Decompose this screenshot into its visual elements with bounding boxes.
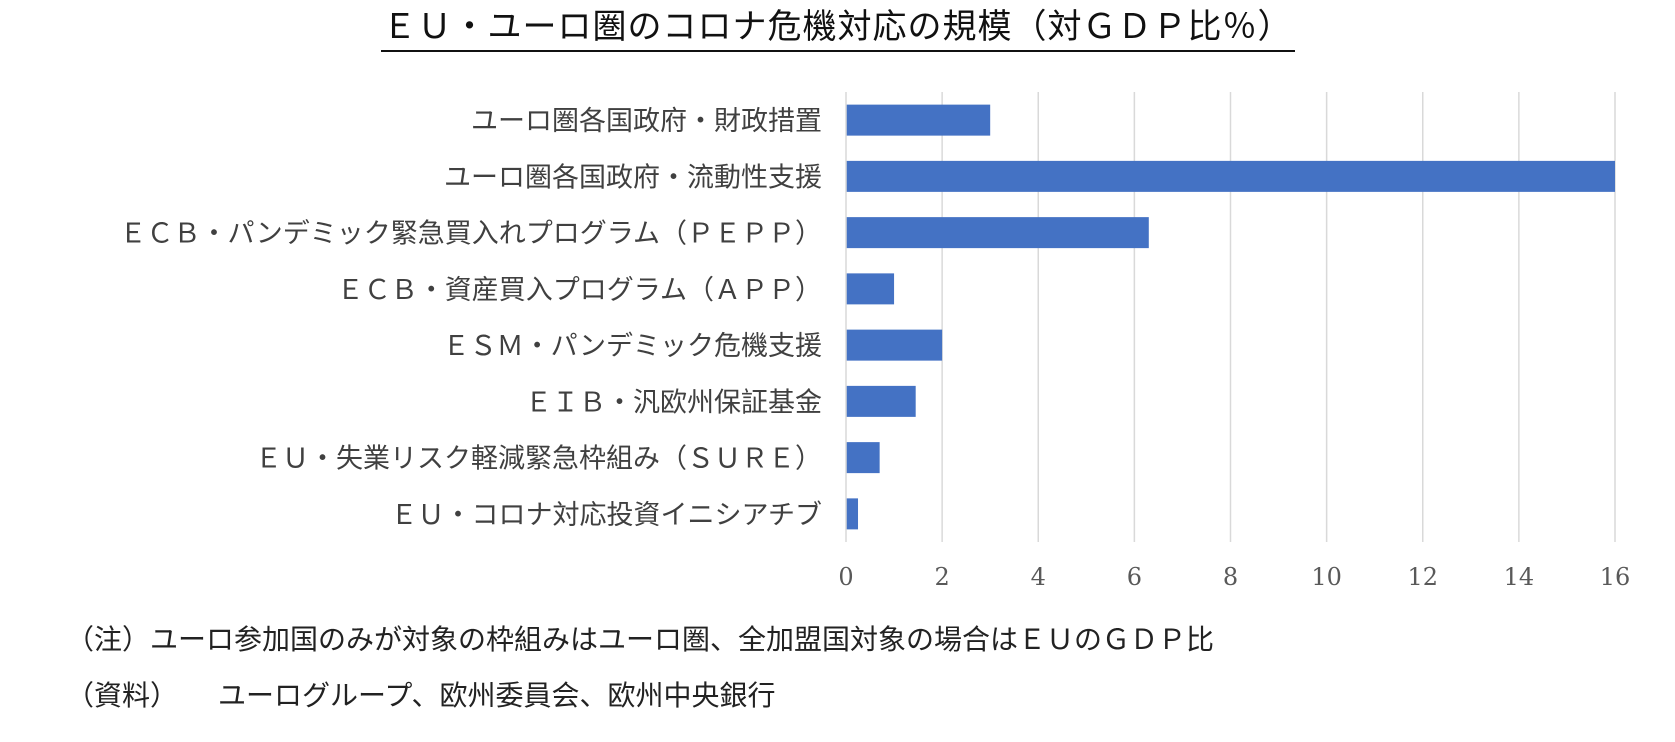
chart-title-wrap: ＥＵ・ユーロ圏のコロナ危機対応の規模（対ＧＤＰ比％） <box>0 6 1675 52</box>
footnote-text: （注）ユーロ参加国のみが対象の枠組みはユーロ圏、全加盟国対象の場合はＥＵのＧＤＰ… <box>66 623 1215 656</box>
bar <box>846 385 916 417</box>
category-label: ＥＳＭ・パンデミック危機支援 <box>443 331 822 362</box>
bar-chart: 0 2 4 6 8 10 12 14 16 ユーロ圏各国政府・財政措置ユーロ圏各国政府・流動性支援… <box>119 92 1631 591</box>
category-label: ユーロ圏各国政府・財政措置 <box>471 106 822 137</box>
category-label: ＥＵ・コロナ対応投資イニシアチブ <box>391 500 822 531</box>
bar <box>846 498 859 530</box>
source-label: （資料） <box>66 679 179 712</box>
category-label: ＥＵ・失業リスク軽減緊急枠組み（ＳＵＲＥ） <box>255 444 822 475</box>
category-label: ＥＣＢ・資産買入プログラム（ＡＰＰ） <box>337 275 822 306</box>
chart-title: ＥＵ・ユーロ圏のコロナ危機対応の規模（対ＧＤＰ比％） <box>380 6 1295 52</box>
x-tick-label: 12 <box>1407 563 1438 591</box>
x-tick-label: 6 <box>1127 563 1142 591</box>
category-label: ユーロ圏各国政府・流動性支援 <box>444 162 822 193</box>
category-label: ＥＣＢ・パンデミック緊急買入れプログラム（ＰＥＰＰ） <box>119 219 822 250</box>
bar <box>846 329 943 361</box>
footnote: （注）ユーロ参加国のみが対象の枠組みはユーロ圏、全加盟国対象の場合はＥＵのＧＤＰ… <box>66 618 1214 658</box>
x-tick-label: 14 <box>1504 563 1535 591</box>
category-label: ＥＩＢ・汎欧州保証基金 <box>525 387 822 418</box>
x-tick-label: 10 <box>1311 563 1342 591</box>
x-tick-label: 8 <box>1223 563 1238 591</box>
x-tick-label: 0 <box>838 563 853 591</box>
bar <box>846 442 880 474</box>
bar <box>846 273 895 305</box>
x-tick-label: 4 <box>1031 563 1046 591</box>
bar <box>846 217 1149 249</box>
source-text: ユーログループ、欧州委員会、欧州中央銀行 <box>218 679 776 712</box>
x-tick-label: 16 <box>1600 563 1631 591</box>
source-note: （資料） ユーログループ、欧州委員会、欧州中央銀行 <box>66 674 776 714</box>
bar <box>846 160 1615 192</box>
bar <box>846 104 991 136</box>
x-tick-label: 2 <box>934 563 949 591</box>
